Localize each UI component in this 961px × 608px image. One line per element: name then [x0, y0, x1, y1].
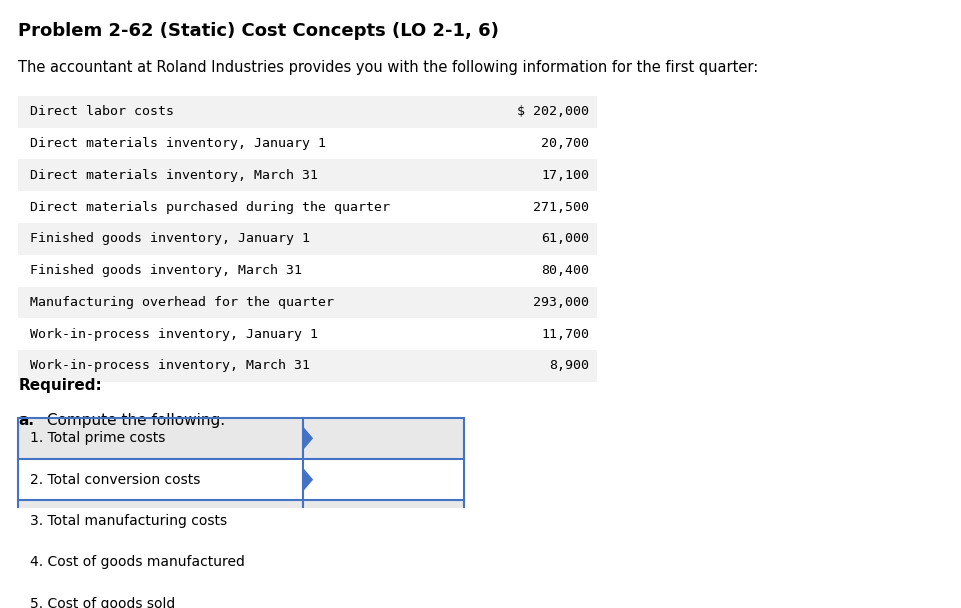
Text: 11,700: 11,700: [540, 328, 588, 340]
Text: 1. Total prime costs: 1. Total prime costs: [30, 431, 165, 445]
Text: Manufacturing overhead for the quarter: Manufacturing overhead for the quarter: [30, 296, 333, 309]
Polygon shape: [303, 469, 312, 491]
Polygon shape: [303, 551, 312, 573]
Bar: [18, 418, 463, 608]
Text: Work-in-process inventory, March 31: Work-in-process inventory, March 31: [30, 359, 309, 373]
Text: Finished goods inventory, January 1: Finished goods inventory, January 1: [30, 232, 309, 246]
Text: 17,100: 17,100: [540, 169, 588, 182]
Bar: [18, 418, 463, 459]
Text: 2. Total conversion costs: 2. Total conversion costs: [30, 472, 200, 486]
Text: Direct materials inventory, March 31: Direct materials inventory, March 31: [30, 169, 317, 182]
Text: 5. Cost of goods sold: 5. Cost of goods sold: [30, 596, 175, 608]
Text: 80,400: 80,400: [540, 264, 588, 277]
Text: 20,700: 20,700: [540, 137, 588, 150]
Text: Direct materials purchased during the quarter: Direct materials purchased during the qu…: [30, 201, 389, 213]
Text: 271,500: 271,500: [532, 201, 588, 213]
Bar: [18, 96, 596, 128]
Bar: [18, 223, 596, 255]
Text: 293,000: 293,000: [532, 296, 588, 309]
Bar: [18, 159, 596, 192]
Text: a.: a.: [18, 413, 35, 427]
Text: Problem 2-62 (Static) Cost Concepts (LO 2-1, 6): Problem 2-62 (Static) Cost Concepts (LO …: [18, 22, 499, 40]
Polygon shape: [303, 427, 312, 449]
Text: Finished goods inventory, March 31: Finished goods inventory, March 31: [30, 264, 302, 277]
Text: $ 202,000: $ 202,000: [516, 105, 588, 119]
Bar: [18, 583, 463, 608]
Text: Direct labor costs: Direct labor costs: [30, 105, 174, 119]
Polygon shape: [303, 593, 312, 608]
Bar: [18, 286, 596, 318]
Text: 4. Cost of goods manufactured: 4. Cost of goods manufactured: [30, 555, 244, 569]
Text: 61,000: 61,000: [540, 232, 588, 246]
Text: Compute the following.: Compute the following.: [42, 413, 225, 427]
Text: Direct materials inventory, January 1: Direct materials inventory, January 1: [30, 137, 326, 150]
Text: 8,900: 8,900: [549, 359, 588, 373]
Text: The accountant at Roland Industries provides you with the following information : The accountant at Roland Industries prov…: [18, 60, 758, 75]
Bar: [18, 350, 596, 382]
Polygon shape: [303, 510, 312, 532]
Text: 3. Total manufacturing costs: 3. Total manufacturing costs: [30, 514, 227, 528]
Text: Work-in-process inventory, January 1: Work-in-process inventory, January 1: [30, 328, 317, 340]
Text: Required:: Required:: [18, 378, 102, 393]
Bar: [18, 500, 463, 542]
